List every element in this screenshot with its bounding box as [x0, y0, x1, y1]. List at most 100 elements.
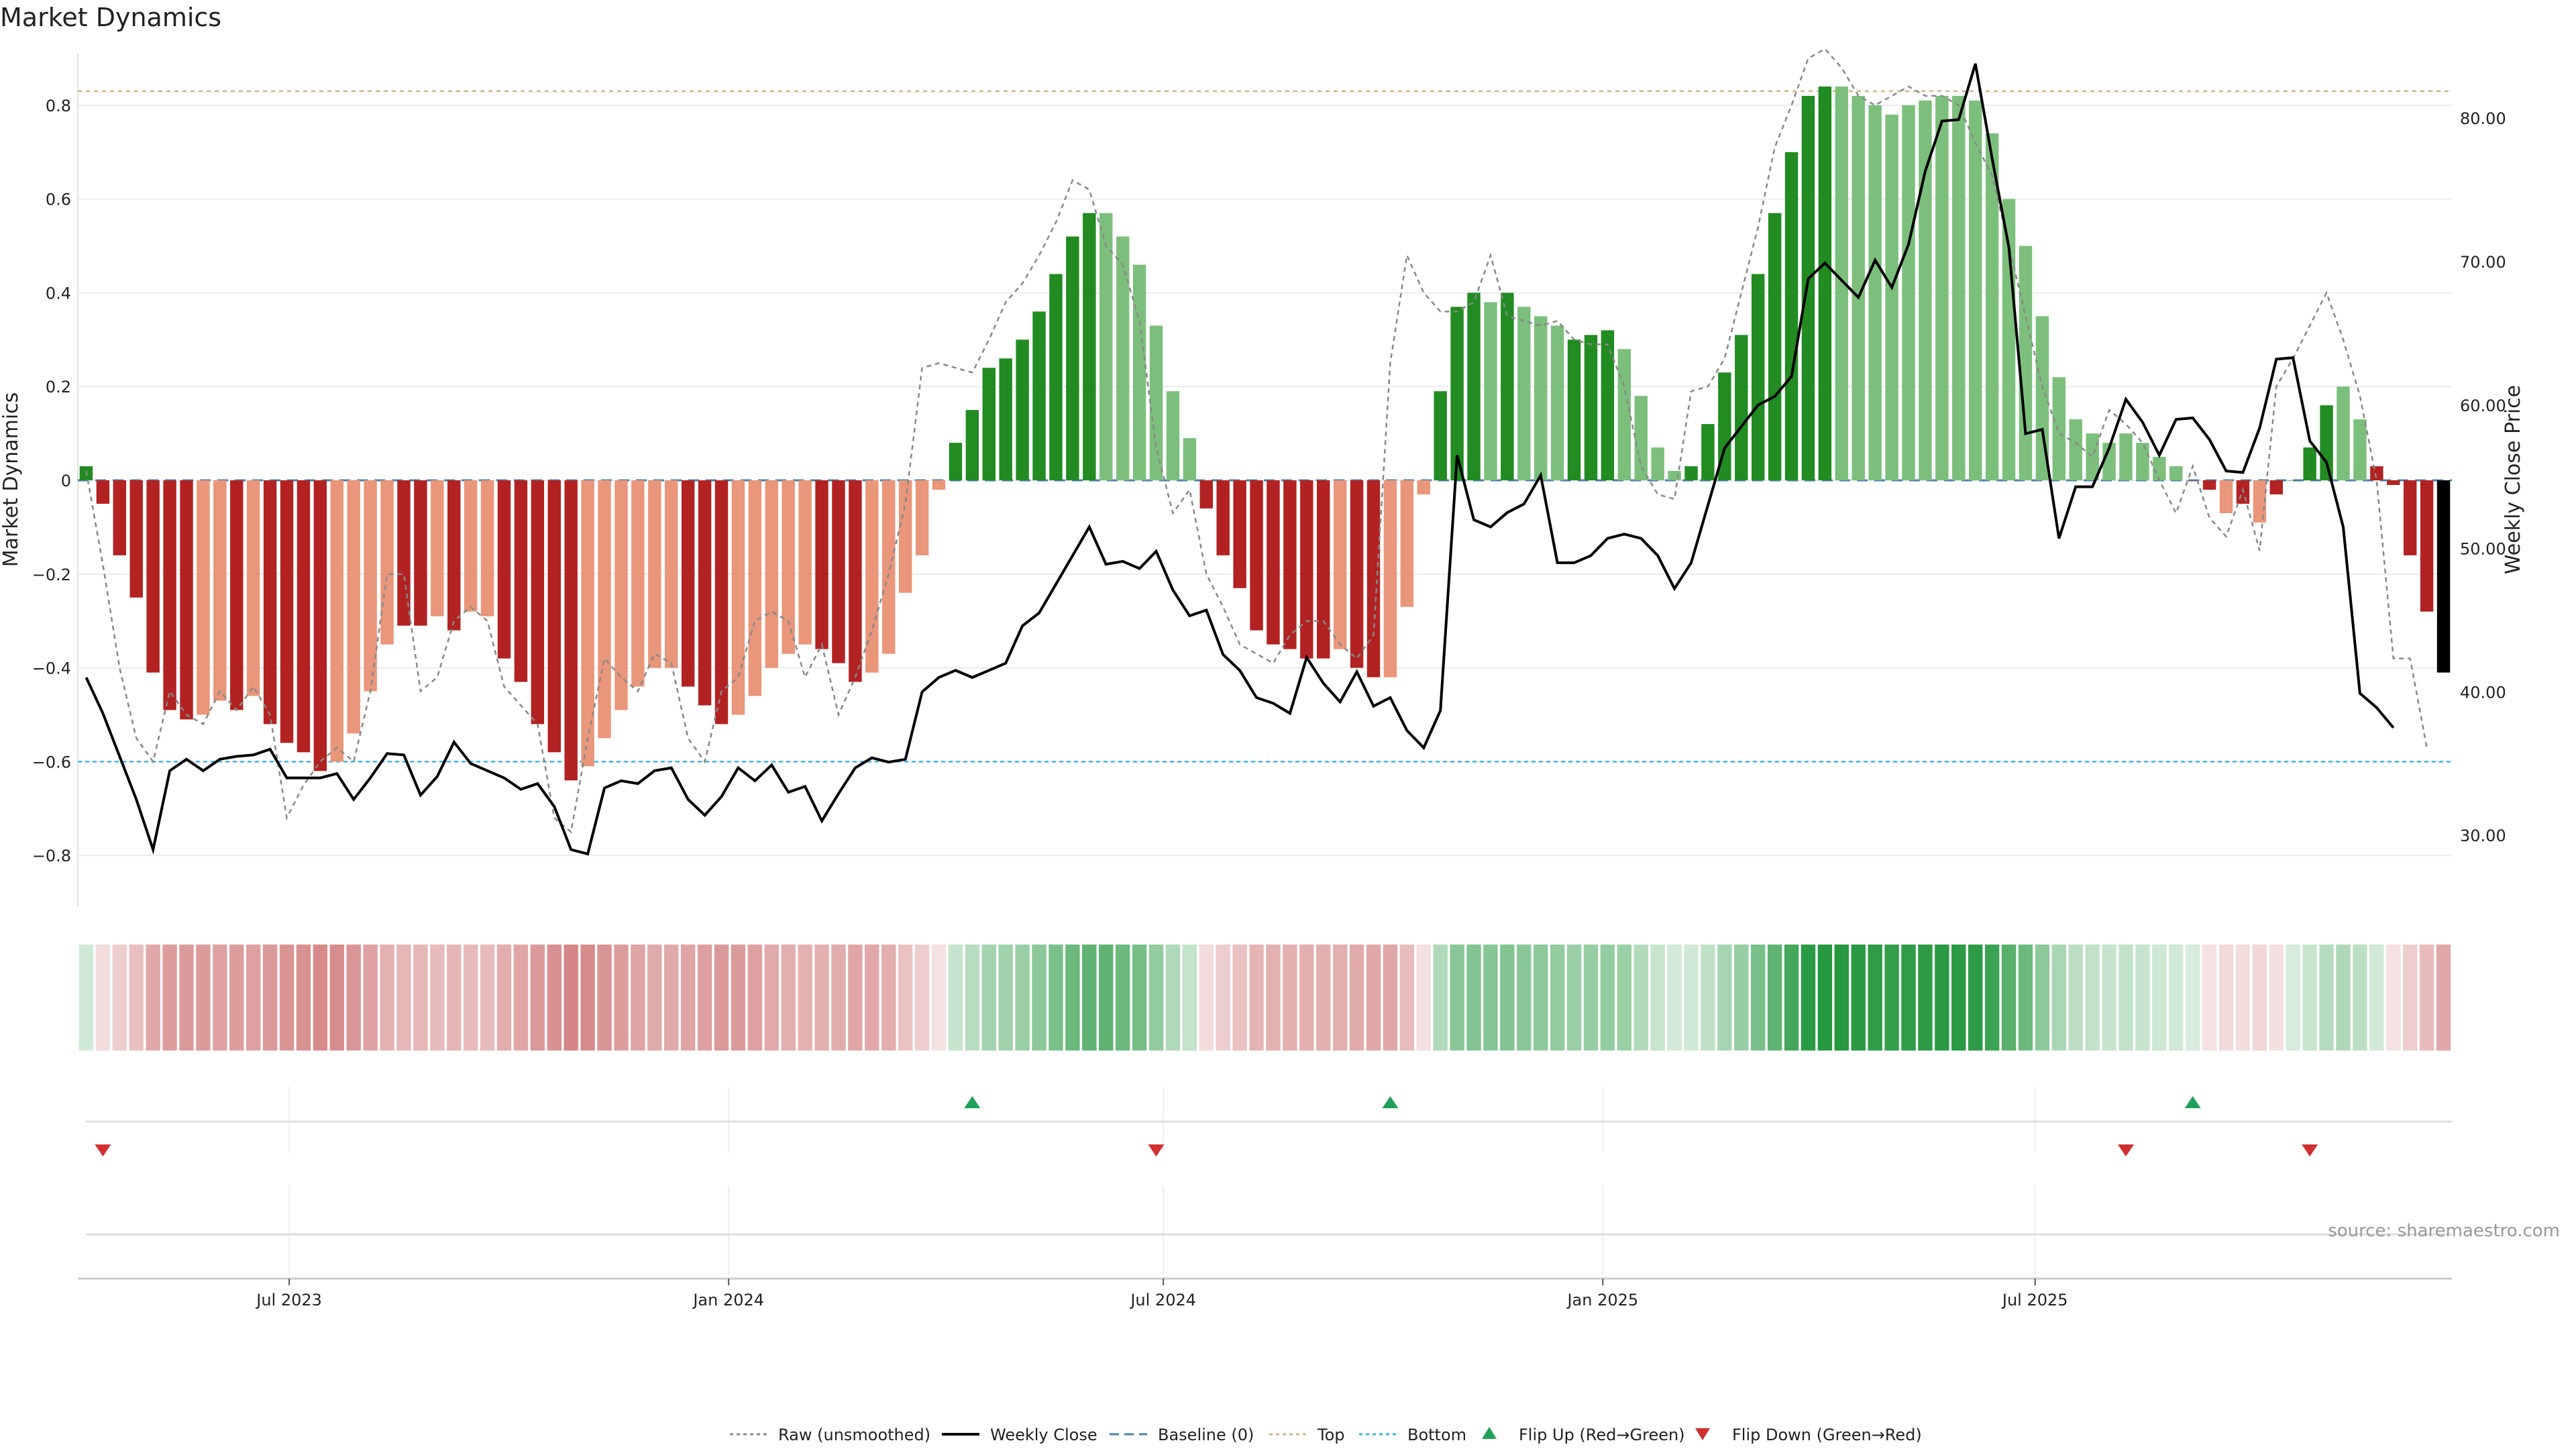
market-dynamics-bar	[748, 480, 762, 696]
market-dynamics-bar	[1784, 152, 1799, 480]
market-dynamics-bar	[1851, 95, 1865, 480]
market-dynamics-bar	[163, 480, 176, 710]
intensity-cell	[2202, 945, 2217, 1051]
market-dynamics-bar	[397, 480, 411, 626]
market-dynamics-bar	[1149, 325, 1163, 480]
market-dynamics-bar	[2119, 433, 2133, 480]
intensity-cell	[1115, 945, 1130, 1051]
legend-item: Flip Up (Red→Green)	[1482, 1426, 1685, 1444]
intensity-cell	[914, 945, 930, 1051]
intensity-cell	[1517, 945, 1532, 1051]
intensity-cell	[513, 945, 529, 1051]
market-dynamics-bar	[2136, 443, 2149, 480]
x-tick-label: Jul 2025	[2001, 1291, 2068, 1309]
legend-item: Weekly Close	[942, 1426, 1097, 1444]
y2-tick-label: 70.00	[2460, 253, 2506, 272]
intensity-cell	[1332, 945, 1348, 1051]
intensity-cell	[1984, 945, 2000, 1051]
market-dynamics-bar	[1985, 133, 1999, 481]
market-dynamics-bar	[798, 480, 812, 645]
intensity-cell	[647, 945, 662, 1051]
intensity-cell	[2152, 945, 2167, 1051]
market-dynamics-bar	[665, 480, 678, 668]
market-dynamics-bar	[949, 443, 963, 480]
intensity-cell	[1049, 945, 1063, 1051]
intensity-cell	[2118, 945, 2133, 1051]
market-dynamics-bar	[1835, 86, 1849, 480]
market-dynamics-bar	[1634, 396, 1648, 480]
flip-down-marker	[2118, 1144, 2135, 1157]
intensity-cell	[2302, 945, 2317, 1051]
legend-label: Raw (unsmoothed)	[778, 1426, 930, 1444]
market-dynamics-bar	[965, 410, 979, 480]
intensity-cell	[129, 945, 144, 1051]
market-dynamics-bar	[1584, 335, 1598, 480]
intensity-cell	[881, 945, 896, 1051]
intensity-cell	[2102, 945, 2116, 1051]
market-dynamics-bar	[1751, 274, 1765, 480]
intensity-cell	[179, 945, 194, 1051]
intensity-cell	[480, 945, 495, 1051]
market-dynamics-bar	[1651, 447, 1664, 480]
market-dynamics-bar	[1801, 95, 1815, 480]
intensity-cell	[1232, 945, 1247, 1051]
market-dynamics-bar	[1501, 292, 1514, 480]
legend-label: Top	[1317, 1426, 1345, 1444]
market-dynamics-bar	[213, 480, 227, 701]
intensity-cell	[2369, 945, 2384, 1051]
market-dynamics-bar	[1233, 480, 1246, 588]
market-dynamics-bar	[2102, 443, 2116, 480]
market-dynamics-bar	[631, 480, 645, 687]
market-dynamics-bar	[313, 480, 327, 771]
legend-label: Baseline (0)	[1158, 1426, 1254, 1444]
intensity-cell	[2319, 945, 2334, 1051]
intensity-cell	[112, 945, 127, 1051]
market-dynamics-bar	[815, 480, 828, 649]
intensity-cell	[496, 945, 512, 1051]
flip-up-marker	[964, 1096, 981, 1108]
market-dynamics-bar	[731, 480, 745, 715]
market-dynamics-bar	[2337, 386, 2350, 480]
y2-tick-label: 80.00	[2460, 109, 2506, 128]
legend-item: Raw (unsmoothed)	[730, 1426, 930, 1444]
intensity-cell	[2286, 945, 2300, 1051]
intensity-cell	[1182, 945, 1197, 1051]
market-dynamics-bar	[497, 480, 511, 659]
intensity-cell	[2252, 945, 2267, 1051]
y-tick-label: 0.2	[46, 378, 71, 396]
market-dynamics-bar	[1049, 274, 1063, 480]
intensity-cell	[1717, 945, 1732, 1051]
legend-label: Flip Down (Green→Red)	[1732, 1426, 1922, 1444]
market-dynamics-bar	[1417, 480, 1430, 494]
market-dynamics-bar	[681, 480, 695, 687]
market-dynamics-bar	[2052, 377, 2066, 480]
market-dynamics-bar	[581, 480, 594, 767]
intensity-cell	[1918, 945, 1933, 1051]
intensity-cell	[664, 945, 679, 1051]
intensity-cell	[680, 945, 696, 1051]
chart-title: Market Dynamics	[0, 3, 222, 32]
intensity-cell	[146, 945, 160, 1051]
intensity-cell	[380, 945, 394, 1051]
legend-flip-down-icon	[1695, 1428, 1710, 1440]
intensity-cell	[547, 945, 562, 1051]
intensity-cell	[1216, 945, 1230, 1051]
intensity-cell	[213, 945, 227, 1051]
y2-tick-label: 50.00	[2460, 540, 2506, 559]
market-dynamics-bar	[1166, 391, 1180, 480]
intensity-cell	[697, 945, 712, 1051]
intensity-cell	[1667, 945, 1682, 1051]
flip-down-marker	[2302, 1144, 2318, 1157]
intensity-cell	[2135, 945, 2150, 1051]
intensity-cell	[2169, 945, 2184, 1051]
intensity-cell	[346, 945, 361, 1051]
intensity-cell	[1450, 945, 1464, 1051]
intensity-cell	[948, 945, 963, 1051]
market-dynamics-bar	[1267, 480, 1280, 645]
weekly-close-line	[85, 63, 2395, 856]
market-dynamics-bar	[1317, 480, 1330, 659]
intensity-cell	[329, 945, 345, 1051]
market-dynamics-bar	[1735, 335, 1748, 480]
intensity-cell	[1617, 945, 1632, 1051]
market-dynamics-bar	[1550, 325, 1564, 480]
